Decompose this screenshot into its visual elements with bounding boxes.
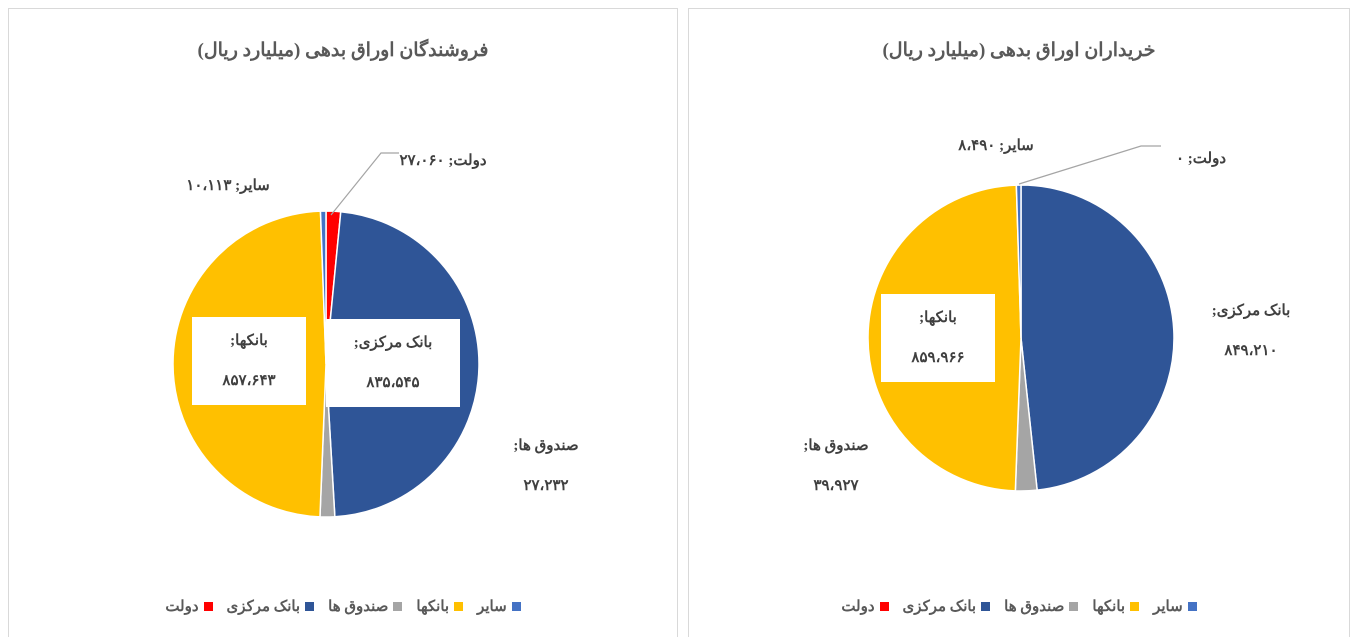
data-label: دولت; ۲۷،۰۶۰ — [399, 153, 487, 169]
data-label: صندوق ها; ۲۷،۲۳۲ — [513, 438, 579, 494]
legend: دولت بانک مرکزی صندوق ها بانکها سایر — [689, 597, 1349, 616]
legend-item: سایر — [477, 597, 521, 616]
legend-item: دولت — [165, 597, 213, 616]
legend-label: دولت — [841, 599, 875, 615]
data-label: دولت; ۰ — [1175, 151, 1227, 167]
legend-swatch — [981, 602, 991, 611]
pie-slice — [1020, 184, 1175, 491]
legend-swatch — [1069, 602, 1079, 611]
legend-swatch — [203, 602, 213, 611]
legend-item: بانک مرکزی — [903, 597, 991, 616]
legend-swatch — [1130, 602, 1140, 611]
chart-title: خریداران اوراق بدهی (میلیارد ریال) — [882, 40, 1156, 61]
pie-slice — [319, 210, 327, 365]
legend-label: صندوق ها — [1004, 599, 1065, 615]
legend-swatch — [879, 602, 889, 611]
legend-label: سایر — [1153, 599, 1183, 615]
leader-line — [330, 152, 399, 216]
legend-item: بانکها — [1092, 597, 1140, 616]
pie-slice — [1015, 184, 1022, 339]
legend-label: دولت — [165, 599, 199, 615]
leader-line — [1018, 145, 1161, 185]
legend-item: بانکها — [416, 597, 464, 616]
legend-swatch — [511, 602, 521, 611]
legend-swatch — [1187, 602, 1197, 611]
data-label: بانکها; ۸۵۹،۹۶۶ — [881, 294, 995, 382]
data-label: بانک مرکزی; ۸۴۹،۲۱۰ — [1211, 303, 1291, 359]
legend-swatch — [305, 602, 315, 611]
legend-swatch — [393, 602, 403, 611]
data-label: بانکها; ۸۵۷،۶۴۳ — [192, 317, 306, 405]
data-label: بانک مرکزی; ۸۳۵،۵۴۵ — [326, 319, 460, 407]
data-label: سایر; ۸،۴۹۰ — [958, 138, 1034, 154]
legend-item: صندوق ها — [1004, 597, 1079, 616]
data-label: سایر; ۱۰،۱۱۳ — [186, 178, 270, 194]
legend-label: بانک مرکزی — [902, 599, 977, 615]
legend-label: بانکها — [416, 599, 450, 615]
legend-label: سایر — [477, 599, 507, 615]
legend-label: صندوق ها — [328, 599, 389, 615]
chart-title: فروشندگان اوراق بدهی (میلیارد ریال) — [197, 40, 489, 61]
legend-label: بانکها — [1092, 599, 1126, 615]
chart-panel: خریداران اوراق بدهی (میلیارد ریال) دولت; … — [688, 8, 1350, 637]
data-label: صندوق ها; ۳۹،۹۲۷ — [803, 438, 869, 494]
legend-item: صندوق ها — [328, 597, 403, 616]
legend: دولت بانک مرکزی صندوق ها بانکها سایر — [9, 597, 677, 616]
chart-panel: فروشندگان اوراق بدهی (میلیارد ریال) دولت;… — [8, 8, 678, 637]
legend-item: سایر — [1153, 597, 1197, 616]
legend-swatch — [454, 602, 464, 611]
legend-item: دولت — [841, 597, 889, 616]
legend-item: بانک مرکزی — [227, 597, 315, 616]
legend-label: بانک مرکزی — [226, 599, 301, 615]
